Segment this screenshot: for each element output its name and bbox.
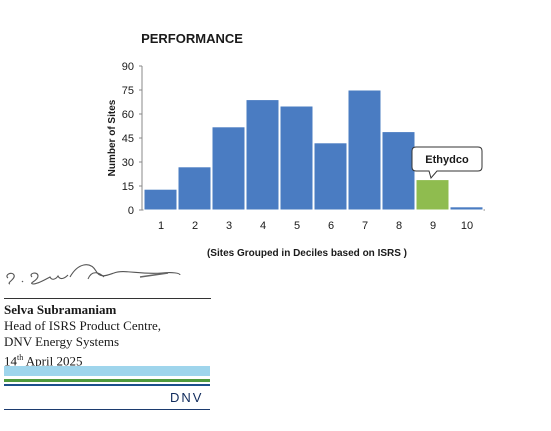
y-tick-label: 90 (122, 61, 134, 73)
bars (143, 89, 484, 211)
x-tick-label: 5 (294, 220, 300, 232)
x-tick-label: 8 (396, 220, 402, 232)
bar-10 (449, 206, 484, 211)
callout-label: Ethydco (425, 154, 469, 166)
bar-5 (279, 105, 314, 211)
x-tick-labels: 1 2 3 4 5 6 7 8 9 10 (158, 220, 473, 232)
x-tick-label: 4 (260, 220, 266, 232)
y-axis-label: Number of Sites (107, 99, 118, 176)
y-tick-label: 75 (122, 85, 134, 97)
brand-footer-line (4, 409, 210, 410)
chart-title: PERFORMANCE (141, 31, 243, 46)
brand-stripe-light (4, 366, 210, 376)
bar-3 (211, 126, 246, 211)
signature-date: 14th April 2025 (4, 350, 82, 369)
y-tick-label: 0 (128, 205, 134, 217)
x-axis-label: (Sites Grouped in Deciles based on ISRS … (207, 248, 407, 259)
bar-6 (313, 142, 348, 211)
y-tick-label: 60 (122, 109, 134, 121)
signatory-organization: DNV Energy Systems (4, 334, 120, 349)
x-tick-label: 3 (226, 220, 232, 232)
y-tick-label: 45 (122, 133, 134, 145)
x-tick-label: 2 (192, 220, 198, 232)
date-rest: April 2025 (23, 353, 83, 369)
bar-4 (245, 99, 280, 211)
signatory-title: Head of ISRS Product Centre, (4, 318, 162, 333)
dnv-logo: DNV (170, 390, 204, 405)
bar-9 (415, 179, 450, 211)
x-tick-label: 10 (461, 220, 473, 232)
x-tick-label: 7 (362, 220, 368, 232)
date-day: 14 (4, 353, 17, 369)
x-tick-label: 6 (328, 220, 334, 232)
ethydco-callout: Ethydco (411, 146, 483, 180)
bar-8 (381, 131, 416, 211)
signatory-name: Selva Subramaniam (4, 302, 117, 317)
y-tick-label: 15 (122, 181, 134, 193)
bar-1 (143, 188, 178, 211)
y-tick-label: 30 (122, 157, 134, 169)
bar-7 (347, 89, 382, 211)
signature-line (4, 298, 211, 299)
x-tick-label: 1 (158, 220, 164, 232)
brand-stripe-green (4, 379, 210, 382)
y-tick-labels: 0 15 30 45 60 75 90 (122, 61, 142, 217)
handwritten-signature (6, 264, 181, 285)
date-suffix: th (17, 353, 24, 362)
brand-stripe-blue (4, 384, 210, 386)
bar-2 (177, 166, 212, 211)
x-tick-label: 9 (430, 220, 436, 232)
